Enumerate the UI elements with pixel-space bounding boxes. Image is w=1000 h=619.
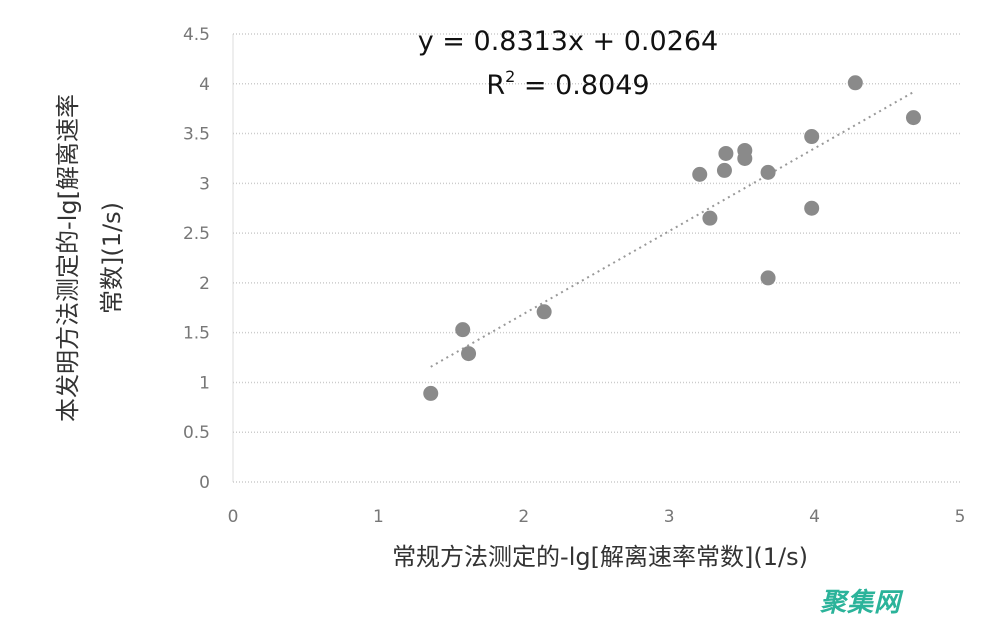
data-point: [455, 322, 471, 338]
y-tick-label: 3: [199, 174, 210, 194]
watermark-logo: 聚集网: [820, 588, 902, 618]
y-tick-labels: 0 0.5 1 1.5 2 2.5 3 3.5 4 4.5: [183, 25, 210, 493]
r-squared: R2 = 0.8049: [486, 67, 649, 101]
y-axis-label-line1: 本发明方法测定的-lg[解离速率: [54, 94, 82, 422]
x-tick-labels: 0 1 2 3 4 5: [228, 507, 966, 527]
y-tick-label: 4: [199, 75, 210, 95]
data-points: [423, 75, 921, 401]
trendline: [430, 91, 914, 368]
y-axis-label-line2: 常数](1/s): [98, 202, 126, 314]
data-point: [737, 150, 753, 166]
data-point: [536, 304, 552, 320]
regression-equation: y = 0.8313x + 0.0264: [418, 26, 718, 57]
y-tick-label: 1: [199, 373, 210, 393]
data-point: [461, 346, 477, 362]
x-tick-label: 3: [664, 507, 675, 527]
data-point: [760, 164, 776, 180]
x-tick-label: 0: [228, 507, 239, 527]
y-tick-label: 4.5: [183, 25, 210, 45]
data-point: [760, 270, 776, 286]
data-point: [702, 210, 718, 226]
data-point: [804, 200, 820, 216]
data-point: [716, 162, 732, 178]
gridlines: [232, 33, 960, 483]
data-point: [905, 110, 921, 126]
x-axis-label: 常规方法测定的-lg[解离速率常数](1/s): [392, 543, 808, 571]
y-tick-label: 1.5: [183, 324, 210, 344]
x-tick-label: 1: [373, 507, 384, 527]
data-point: [692, 166, 708, 182]
y-tick-label: 0: [199, 473, 210, 493]
data-point: [718, 145, 734, 161]
y-tick-label: 2.5: [183, 224, 210, 244]
x-tick-label: 4: [809, 507, 820, 527]
data-point: [847, 75, 863, 91]
y-tick-label: 0.5: [183, 423, 210, 443]
data-point: [423, 385, 439, 401]
x-tick-label: 5: [955, 507, 966, 527]
x-tick-label: 2: [518, 507, 529, 527]
data-point: [804, 129, 820, 145]
y-tick-label: 2: [199, 274, 210, 294]
y-tick-label: 3.5: [183, 125, 210, 145]
